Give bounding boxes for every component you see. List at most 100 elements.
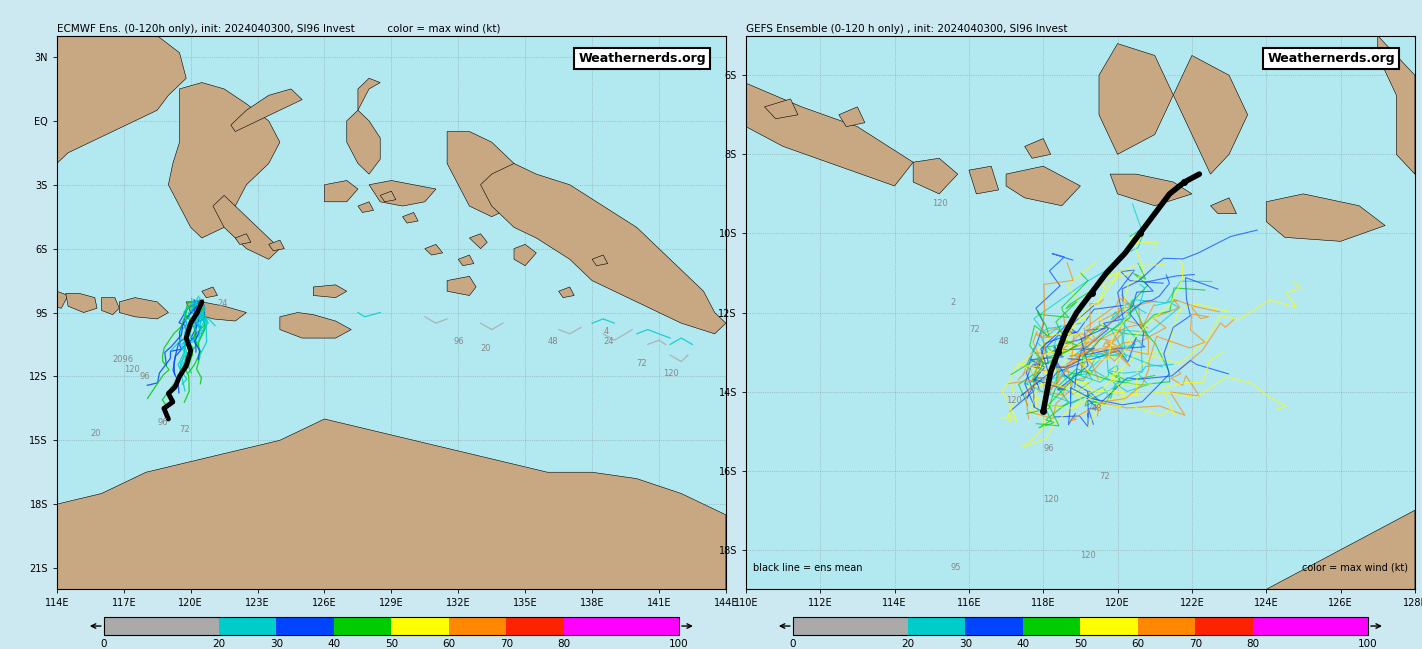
Bar xyxy=(792,617,907,635)
Polygon shape xyxy=(65,293,97,313)
Text: 120: 120 xyxy=(124,365,139,374)
Bar xyxy=(276,617,334,635)
Polygon shape xyxy=(370,180,437,206)
Text: 120: 120 xyxy=(931,199,947,208)
Polygon shape xyxy=(347,110,380,174)
Polygon shape xyxy=(513,245,536,265)
Bar xyxy=(1138,617,1196,635)
Text: 20: 20 xyxy=(481,344,491,353)
Polygon shape xyxy=(57,31,186,164)
Text: 96: 96 xyxy=(1044,444,1054,453)
Bar xyxy=(792,617,1368,635)
Text: 48: 48 xyxy=(547,337,557,347)
Bar xyxy=(966,617,1022,635)
Polygon shape xyxy=(1266,194,1385,241)
Text: 96: 96 xyxy=(454,337,465,347)
Text: 72: 72 xyxy=(179,425,191,434)
Polygon shape xyxy=(447,132,525,217)
Polygon shape xyxy=(235,234,250,245)
Text: 30: 30 xyxy=(958,639,971,649)
Text: 120: 120 xyxy=(1081,551,1096,559)
Polygon shape xyxy=(968,166,998,194)
Text: 120: 120 xyxy=(664,369,680,378)
Text: Weathernerds.org: Weathernerds.org xyxy=(1267,53,1395,66)
Bar xyxy=(391,617,449,635)
Text: color = max wind (kt): color = max wind (kt) xyxy=(1303,563,1408,572)
Polygon shape xyxy=(1007,166,1081,206)
Text: 4: 4 xyxy=(603,327,609,336)
Polygon shape xyxy=(1266,510,1415,589)
Bar xyxy=(907,617,966,635)
Text: 48: 48 xyxy=(1092,404,1102,413)
Polygon shape xyxy=(913,158,958,194)
Text: 50: 50 xyxy=(1074,639,1086,649)
Text: 20: 20 xyxy=(902,639,914,649)
Bar xyxy=(334,617,391,635)
Polygon shape xyxy=(1173,55,1247,174)
Text: 120: 120 xyxy=(1007,397,1022,406)
Polygon shape xyxy=(119,298,168,319)
Polygon shape xyxy=(313,285,347,298)
Text: 20: 20 xyxy=(91,429,101,438)
Bar xyxy=(219,617,276,635)
Polygon shape xyxy=(186,302,246,321)
Text: 80: 80 xyxy=(1247,639,1260,649)
Polygon shape xyxy=(1099,43,1173,154)
Text: 96: 96 xyxy=(139,371,149,380)
Text: 96: 96 xyxy=(1035,357,1047,366)
Text: 50: 50 xyxy=(385,639,398,649)
Polygon shape xyxy=(1111,174,1192,206)
Text: ECMWF Ens. (0-120h only), init: 2024040300, SI96 Invest          color = max win: ECMWF Ens. (0-120h only), init: 20240403… xyxy=(57,23,501,34)
Polygon shape xyxy=(458,255,474,265)
Text: 60: 60 xyxy=(442,639,455,649)
Polygon shape xyxy=(324,180,358,202)
Text: black line = ens mean: black line = ens mean xyxy=(752,563,862,572)
Polygon shape xyxy=(0,249,68,308)
Text: 2: 2 xyxy=(950,298,956,306)
Text: 2096: 2096 xyxy=(112,354,134,363)
Bar xyxy=(1022,617,1081,635)
Text: 40: 40 xyxy=(1017,639,1030,649)
Bar xyxy=(1253,617,1368,635)
Polygon shape xyxy=(481,164,725,334)
Polygon shape xyxy=(202,287,218,298)
Text: 0: 0 xyxy=(789,639,796,649)
Text: 24: 24 xyxy=(603,337,614,347)
Polygon shape xyxy=(358,79,380,110)
Bar xyxy=(506,617,565,635)
Text: 60: 60 xyxy=(1132,639,1145,649)
Polygon shape xyxy=(447,276,476,295)
Polygon shape xyxy=(168,82,280,238)
Polygon shape xyxy=(839,107,865,127)
Polygon shape xyxy=(559,287,574,298)
Polygon shape xyxy=(765,99,798,119)
Text: 70: 70 xyxy=(501,639,513,649)
Bar xyxy=(449,617,506,635)
Text: 96: 96 xyxy=(158,419,168,428)
Text: 24: 24 xyxy=(218,299,228,308)
Polygon shape xyxy=(101,298,119,315)
Text: 30: 30 xyxy=(270,639,283,649)
Text: 40: 40 xyxy=(327,639,340,649)
Polygon shape xyxy=(230,89,301,132)
Polygon shape xyxy=(1025,138,1051,158)
Text: 95: 95 xyxy=(950,563,961,572)
Polygon shape xyxy=(213,0,313,4)
Polygon shape xyxy=(1210,198,1237,214)
Polygon shape xyxy=(269,240,284,251)
Polygon shape xyxy=(213,195,280,260)
Text: 72: 72 xyxy=(968,325,980,334)
Polygon shape xyxy=(1378,36,1415,174)
Polygon shape xyxy=(747,83,913,186)
Text: 0: 0 xyxy=(101,639,107,649)
Polygon shape xyxy=(280,313,351,338)
Text: 120: 120 xyxy=(1044,495,1059,504)
Text: GEFS Ensemble (0-120 h only) , init: 2024040300, SI96 Invest: GEFS Ensemble (0-120 h only) , init: 202… xyxy=(747,23,1068,34)
Polygon shape xyxy=(402,212,418,223)
Polygon shape xyxy=(469,234,488,249)
Bar xyxy=(565,617,680,635)
Polygon shape xyxy=(592,255,607,265)
Text: 100: 100 xyxy=(1358,639,1378,649)
Text: 100: 100 xyxy=(670,639,688,649)
Polygon shape xyxy=(380,191,395,202)
